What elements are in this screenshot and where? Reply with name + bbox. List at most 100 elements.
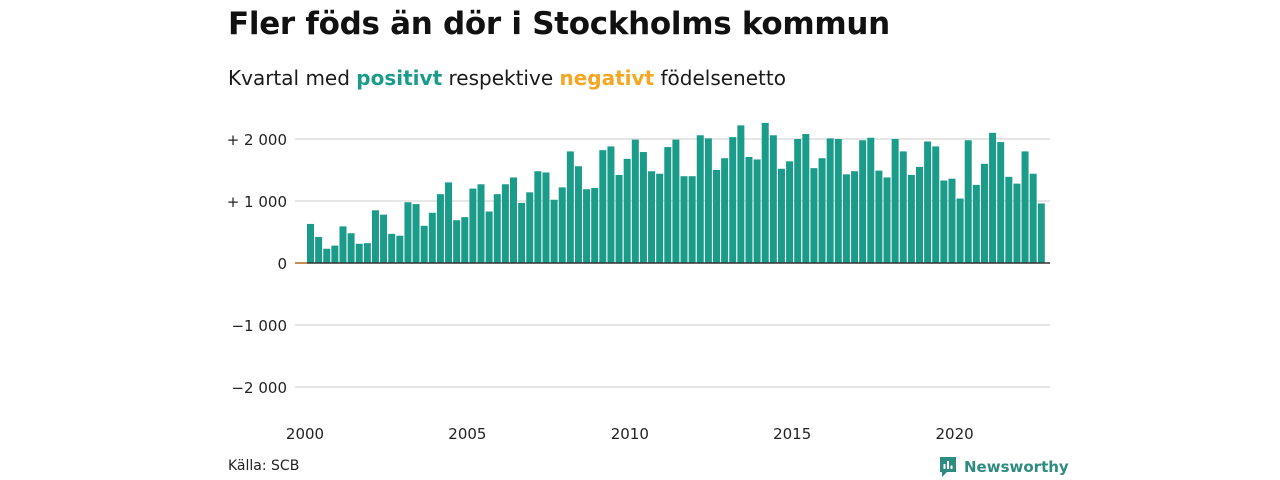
bar [380,214,388,263]
bar [721,158,729,263]
bar [769,135,777,263]
bar [924,141,932,263]
bar [428,212,436,263]
bar [1013,183,1021,263]
bar [436,194,444,263]
bar [574,166,582,263]
y-tick-label: + 2 000 [227,131,287,149]
bar [453,220,461,263]
bar [737,125,745,263]
bar [591,187,599,263]
bar [932,146,940,263]
bar [493,194,501,263]
bar [331,245,339,263]
bar [339,226,347,263]
bar [834,139,842,263]
x-tick-label: 2015 [773,425,811,443]
bar [1029,173,1037,263]
bar [907,174,915,263]
bar [583,189,591,263]
bar [315,236,323,263]
bar [761,122,769,263]
bar [810,168,818,263]
bar [542,172,550,263]
newsworthy-logo-icon [940,457,956,477]
bar [972,184,980,263]
bar [550,199,558,263]
x-tick-label: 2000 [286,425,324,443]
bar [940,180,948,263]
bar [777,168,785,263]
bar [599,150,607,263]
bar [989,132,997,263]
bar [729,137,737,263]
y-tick-label: 0 [277,255,287,273]
bar [485,211,493,263]
bar [461,217,469,263]
bar [899,151,907,263]
bar [826,138,834,263]
bar [818,158,826,263]
x-tick-label: 2005 [448,425,486,443]
subtitle-middle: respektive [448,66,554,90]
bar [518,202,526,263]
bar [883,177,891,263]
bar [307,223,314,263]
bar [420,225,428,263]
bar [534,171,542,263]
bar [672,139,680,263]
bar [445,182,453,263]
source-note: Källa: SCB [228,458,300,474]
bar [363,243,371,263]
bar [347,233,355,263]
bar [404,202,412,263]
y-tick-label: −1 000 [231,317,287,335]
bar [891,139,899,263]
bar [412,204,420,263]
bar [1005,176,1013,263]
bar [510,177,517,263]
bar [323,248,331,263]
bar [696,135,704,263]
bar-layer [307,122,1045,263]
bar [664,147,672,263]
bar [631,139,639,263]
bar [786,161,794,263]
subtitle-prefix: Kvartal med [228,66,350,90]
bar [713,170,720,263]
bar [851,171,859,263]
bar [623,158,631,263]
bar [980,163,988,263]
x-tick-label: 2020 [936,425,974,443]
subtitle-positive-label: positivt [356,66,443,90]
bar [477,184,485,263]
bar [802,134,810,263]
axis-layer: + 2 000 + 1 000 0 −1 000 −2 000 2000 2005 2010 2… [227,131,1050,443]
bar [396,235,404,263]
bar [859,140,867,263]
bar [355,243,363,263]
bar [639,152,647,263]
bar [867,137,875,263]
bar [842,174,850,263]
bar [656,173,664,263]
chart-title: Fler föds än dör i Stockholms kommun [228,6,890,42]
bar [997,142,1005,263]
bar [704,138,712,263]
subtitle-suffix: födelsenetto [660,66,786,90]
bar [607,146,615,263]
bar [956,198,964,263]
brand-name: Newsworthy [964,458,1069,476]
y-tick-label: + 1 000 [227,193,287,211]
y-tick-label: −2 000 [231,379,287,397]
bar [469,188,477,263]
bar [753,159,761,263]
bar [615,174,623,263]
bar [794,139,802,263]
bar [566,151,574,263]
bar [388,233,396,263]
bar [916,166,923,263]
bar [526,192,534,263]
bar [501,184,509,263]
